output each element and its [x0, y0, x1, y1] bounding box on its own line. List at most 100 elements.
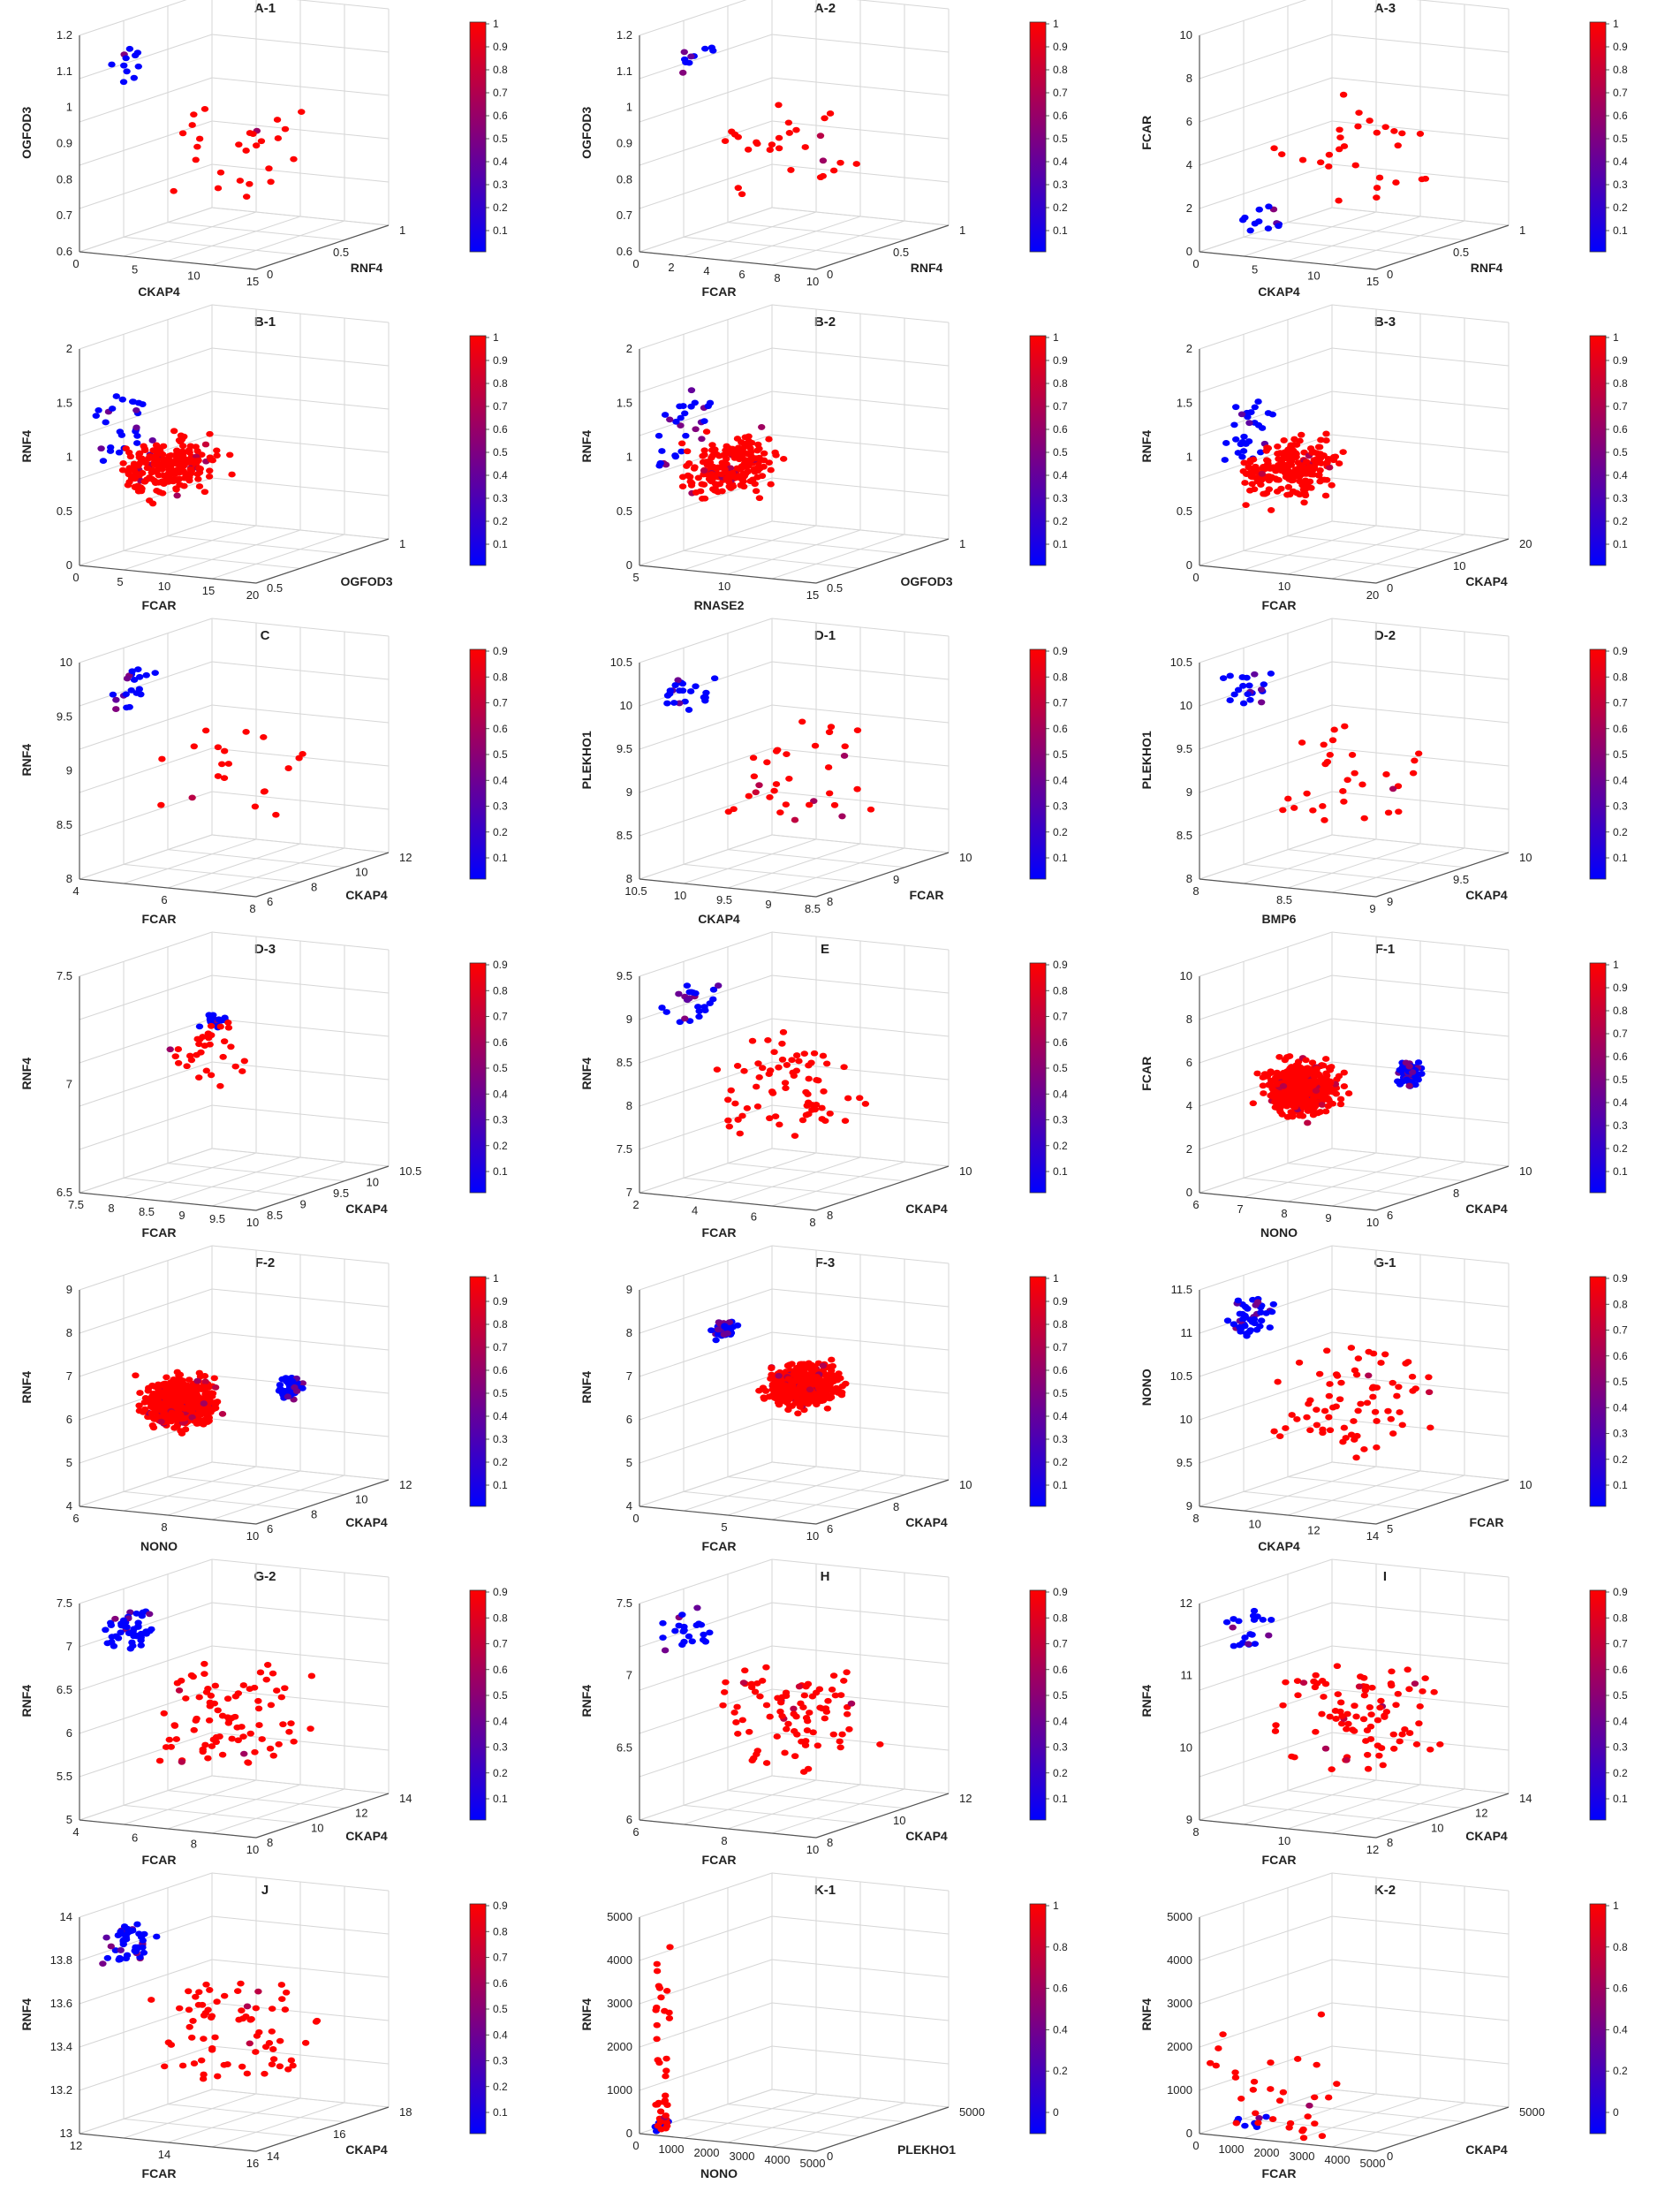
data-point: [1339, 91, 1348, 98]
data-point: [801, 144, 809, 150]
data-point: [738, 1717, 746, 1724]
chart-svg: D-37.5 8 8.5 9 9.5 108.599.51010.56.577.5FCAR…: [19, 931, 508, 1240]
data-point: [776, 1121, 783, 1128]
data-point: [775, 1064, 783, 1071]
data-point: [223, 1695, 232, 1702]
data-point: [1301, 482, 1310, 489]
colorbar-tick-label: 0.1: [493, 852, 508, 864]
box-grid: [1199, 1245, 1510, 1525]
data-point: [195, 465, 203, 472]
data-point: [653, 1968, 662, 1975]
data-point: [1320, 452, 1328, 459]
data-point: [201, 1378, 209, 1385]
data-point: [161, 2063, 169, 2070]
data-point: [847, 1700, 856, 1707]
data-point: [1333, 1372, 1342, 1379]
data-point: [1335, 1073, 1343, 1080]
data-point: [1336, 1699, 1345, 1706]
z-tick-label: 0.6: [617, 245, 632, 258]
data-point: [1375, 174, 1384, 181]
x-tick-label: 0: [632, 1512, 639, 1525]
y-tick-label: 1: [959, 537, 965, 550]
data-point: [1250, 1617, 1259, 1623]
colorbar-tick-label: 0.2: [1053, 515, 1068, 527]
data-point: [713, 482, 721, 489]
data-point: [1241, 480, 1249, 486]
data-point: [802, 1738, 810, 1744]
z-tick-label: 9: [626, 1283, 632, 1296]
data-point: [741, 1667, 749, 1674]
z-axis-label: RNF4: [579, 1058, 594, 1090]
data-point: [140, 1399, 148, 1406]
data-point: [167, 1379, 175, 1385]
data-point: [242, 728, 250, 735]
x-tick-label: 8.5: [1276, 893, 1292, 906]
y-tick-label: 14: [399, 1792, 412, 1805]
data-point: [734, 1731, 742, 1737]
z-tick-label: 2: [626, 342, 632, 355]
data-point: [1311, 2094, 1319, 2101]
data-point: [1405, 1686, 1413, 1693]
colorbar-tick-label: 0.7: [1613, 697, 1628, 709]
colorbar-tick-label: 0.1: [493, 1793, 508, 1805]
data-point: [1366, 1723, 1375, 1730]
data-point: [1278, 1111, 1286, 1118]
data-point: [1236, 1642, 1244, 1649]
data-point: [1313, 1407, 1321, 1414]
data-point: [663, 2102, 671, 2108]
data-point: [246, 1730, 254, 1737]
z-tick-label: 8: [1186, 872, 1192, 885]
data-point: [117, 432, 126, 438]
data-point: [811, 742, 820, 749]
data-point: [773, 1733, 781, 1740]
data-point: [680, 1638, 688, 1645]
colorbar-tick-label: 0.2: [493, 1456, 508, 1468]
data-point: [216, 1733, 223, 1740]
data-point: [1271, 1099, 1280, 1105]
data-point: [112, 706, 120, 712]
data-point: [1340, 1083, 1349, 1089]
data-point: [743, 1104, 752, 1111]
data-point: [1252, 2110, 1260, 2117]
x-axis-label: NONO: [700, 2166, 738, 2180]
data-point: [1303, 1099, 1311, 1106]
colorbar-tick-label: 1: [1053, 18, 1059, 30]
data-point: [779, 455, 788, 462]
data-point: [1333, 1663, 1342, 1670]
box-grid: [1199, 304, 1510, 584]
y-tick-label: 8: [893, 1500, 899, 1513]
y-tick-label: 12: [355, 1807, 367, 1820]
data-point: [1363, 1399, 1372, 1407]
x-tick-label: 0: [632, 2139, 639, 2152]
data-point: [255, 1722, 263, 1728]
colorbar: [1029, 1276, 1047, 1507]
data-point: [1250, 2078, 1259, 2085]
colorbar-tick-label: 0.7: [1613, 1638, 1628, 1650]
data-point: [1373, 185, 1381, 191]
data-point: [208, 2046, 216, 2053]
data-point: [201, 489, 209, 496]
colorbar-tick-label: 0.3: [1053, 1433, 1068, 1445]
data-point: [724, 808, 733, 815]
data-point: [195, 1989, 203, 1996]
z-axis-label: PLEKHO1: [579, 731, 594, 789]
y-tick-label: 1: [399, 224, 405, 237]
data-point: [790, 1705, 798, 1712]
data-point: [721, 1323, 729, 1331]
x-tick-label: 14: [1366, 1529, 1379, 1543]
colorbar-tick-label: 0.5: [1053, 1689, 1068, 1702]
y-tick-label: 16: [333, 2127, 345, 2141]
y-axis-label: CKAP4: [905, 1515, 948, 1529]
data-point: [1392, 179, 1400, 186]
colorbar-tick-label: 0.2: [1053, 201, 1068, 214]
chart-svg: K-10 1000 2000 3000 4000 50000500001000200030…: [579, 1872, 1068, 2180]
data-point: [1343, 777, 1351, 784]
x-tick-label: 4: [72, 884, 79, 898]
data-point: [164, 2039, 173, 2046]
data-point: [733, 1703, 741, 1710]
z-tick-label: 2000: [1167, 2040, 1192, 2053]
data-point: [1241, 1634, 1249, 1641]
x-tick-label: 8: [774, 271, 780, 284]
z-tick-label: 10.5: [610, 656, 632, 669]
data-point: [212, 1739, 220, 1746]
